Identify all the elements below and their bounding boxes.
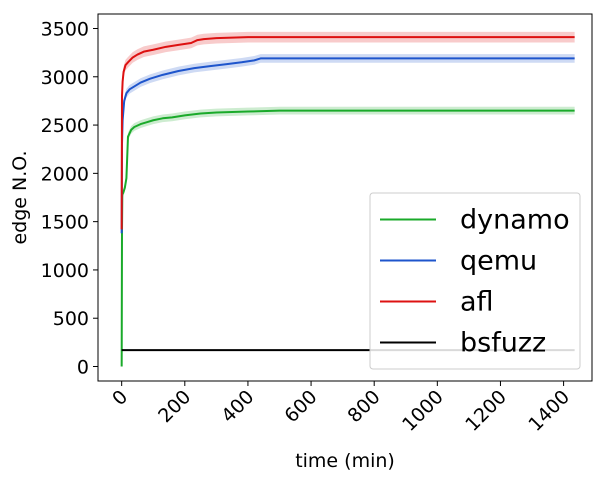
x-axis-ticks: 0 200 400 600 800 1000 1200 1400 <box>108 381 574 436</box>
x-tick-label: 1000 <box>398 386 448 436</box>
x-tick-label: 400 <box>217 386 258 427</box>
x-tick-label: 1200 <box>461 386 511 436</box>
x-tick-label: 200 <box>154 386 195 427</box>
y-tick-label: 3000 <box>41 67 89 89</box>
y-tick-label: 2000 <box>41 163 89 185</box>
confidence-bands <box>121 31 575 371</box>
x-tick-label: 600 <box>280 386 321 427</box>
legend-label-qemu: qemu <box>460 246 537 277</box>
y-tick-label: 3500 <box>41 18 89 40</box>
x-tick-label: 800 <box>344 386 385 427</box>
y-axis-ticks: 0 500 1000 1500 2000 2500 3000 3500 <box>41 18 98 379</box>
legend-label-bsfuzz: bsfuzz <box>460 328 546 359</box>
x-tick-label: 0 <box>108 386 132 410</box>
x-tick-label: 1400 <box>524 386 574 436</box>
band-qemu <box>121 54 575 238</box>
legend-label-afl: afl <box>460 287 494 318</box>
legend-box <box>369 192 581 370</box>
y-tick-label: 0 <box>77 357 89 379</box>
x-axis-label: time (min) <box>295 450 395 472</box>
line-dynamo <box>120 109 575 367</box>
line-qemu <box>120 57 575 234</box>
plot-frame <box>97 13 593 382</box>
y-tick-label: 500 <box>53 308 89 330</box>
legend: dynamo qemu afl bsfuzz <box>369 192 581 370</box>
legend-label-dynamo: dynamo <box>460 205 570 236</box>
y-tick-label: 2500 <box>41 115 89 137</box>
y-axis-label: edge N.O. <box>9 150 31 244</box>
y-tick-label: 1000 <box>41 260 89 282</box>
line-afl <box>120 36 575 230</box>
y-tick-label: 1500 <box>41 212 89 234</box>
legend-items: dynamo qemu afl bsfuzz <box>380 205 570 359</box>
